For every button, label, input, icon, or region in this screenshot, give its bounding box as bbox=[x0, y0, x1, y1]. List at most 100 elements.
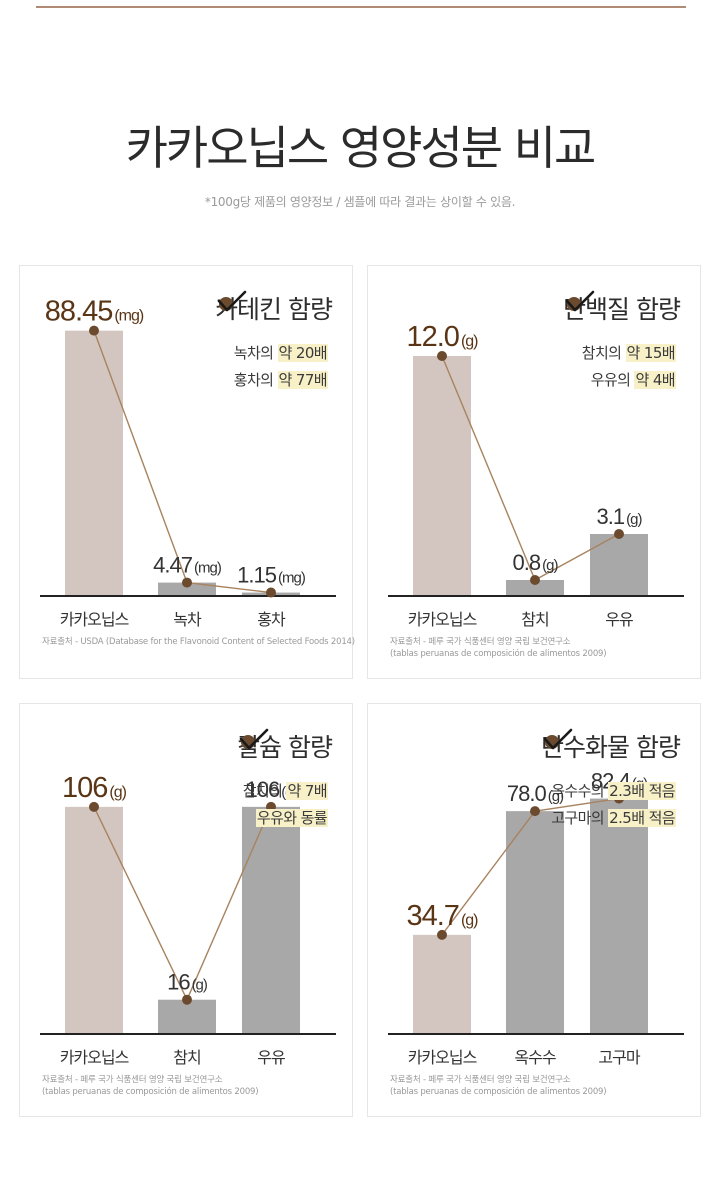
data-source: 자료출처 - 페루 국가 식품센터 영양 국립 보건연구소 (tablas per… bbox=[390, 1074, 607, 1098]
checkmark-icon bbox=[543, 728, 573, 750]
bar-3 bbox=[242, 806, 300, 1034]
data-point-2 bbox=[182, 577, 192, 588]
chart-title: 탄수화물 함량 bbox=[541, 728, 681, 764]
comparison-note: 참치의 약 15배 bbox=[582, 340, 676, 367]
note-text: 참치의 bbox=[581, 344, 626, 362]
data-source: 자료출처 - 페루 국가 식품센터 영양 국립 보건연구소 (tablas per… bbox=[390, 636, 607, 660]
note-text: 참치의 bbox=[242, 782, 287, 800]
bar-2 bbox=[506, 811, 564, 1034]
category-label-3: 우유 bbox=[257, 1048, 285, 1067]
comparison-notes: 옥수수의 2.3배 적음 고구마의 2.5배 적음 bbox=[551, 778, 676, 832]
bar-2 bbox=[506, 580, 564, 596]
bar-2 bbox=[158, 582, 216, 596]
value-label-2: 0.8 (g) bbox=[513, 550, 559, 575]
chart-svg: 12.0 (g) 0.8 (g) 3.1 (g) 카카오닙스 참치 우유 bbox=[388, 321, 684, 629]
category-label-2: 녹차 bbox=[173, 610, 202, 629]
note-text: 고구마의 bbox=[551, 809, 609, 827]
category-label-1: 카카오닙스 bbox=[408, 610, 477, 629]
note-highlight: 약 15배 bbox=[625, 344, 676, 362]
chart-title: 단백질 함량 bbox=[563, 290, 681, 326]
note-highlight: 약 20배 bbox=[277, 344, 328, 362]
checkmark-icon bbox=[565, 290, 595, 312]
category-label-3: 고구마 bbox=[598, 1048, 640, 1067]
data-point-2 bbox=[530, 806, 540, 817]
data-source-line: (tablas peruanas de composición de alime… bbox=[42, 1087, 259, 1097]
category-label-2: 옥수수 bbox=[514, 1048, 555, 1067]
note-highlight: 약 77배 bbox=[277, 371, 328, 389]
data-source-line: 자료출처 - 페루 국가 식품센터 영양 국립 보건연구소 bbox=[42, 1075, 223, 1085]
note-highlight: 2.3배 적음 bbox=[608, 782, 676, 800]
page-title: 카카오닙스 영양성분 비교 bbox=[125, 121, 597, 175]
comparison-note: 홍차의 약 77배 bbox=[234, 367, 328, 394]
bar-3 bbox=[590, 798, 648, 1034]
data-point-3 bbox=[614, 529, 624, 539]
value-label-3: 1.15 (mg) bbox=[237, 563, 306, 588]
comparison-note: 우유의 약 4배 bbox=[582, 367, 676, 394]
note-highlight: 우유와 동률 bbox=[255, 809, 328, 827]
bar-1 bbox=[65, 806, 123, 1034]
data-point-1 bbox=[89, 801, 99, 812]
top-divider bbox=[36, 6, 686, 8]
data-source-line: (tablas peruanas de composición de alime… bbox=[390, 1087, 607, 1097]
comparison-note: 우유와 동률 bbox=[243, 805, 328, 832]
page-subtitle: *100g당 제품의 영양정보 / 샘플에 따라 결과는 상이할 수 있음. bbox=[204, 195, 516, 209]
bar-1 bbox=[65, 330, 123, 596]
note-highlight: 2.5배 적음 bbox=[608, 809, 676, 827]
note-highlight: 약 7배 bbox=[286, 782, 328, 800]
value-label-2: 4.47 (mg) bbox=[153, 553, 222, 578]
chart-title-text: 단백질 함량 bbox=[563, 295, 681, 324]
note-text: 옥수수의 bbox=[551, 782, 609, 800]
data-source-line: (tablas peruanas de composición de alime… bbox=[390, 649, 607, 659]
category-label-1: 카카오닙스 bbox=[60, 1048, 129, 1067]
value-label-2: 16 (g) bbox=[167, 970, 208, 995]
data-point-1 bbox=[89, 325, 99, 336]
category-label-3: 홍차 bbox=[257, 610, 286, 629]
bar-3 bbox=[590, 534, 648, 596]
chart-title-text: 카테킨 함량 bbox=[215, 295, 333, 324]
data-source: 자료출처 - 페루 국가 식품센터 영양 국립 보건연구소 (tablas per… bbox=[42, 1074, 259, 1098]
data-point-2 bbox=[530, 575, 540, 585]
data-source-line: 자료출처 - USDA (Database for the Flavonoid … bbox=[42, 637, 355, 647]
note-highlight: 약 4배 bbox=[634, 371, 676, 389]
bar-1 bbox=[413, 934, 471, 1034]
catechin-chart-card: 88.45 (mg) 4.47 (mg) 1.15 (mg) 카카오닙스 녹차 홍차 카테킨 함… bbox=[19, 265, 355, 679]
comparison-note: 녹차의 약 20배 bbox=[234, 340, 328, 367]
data-point-3 bbox=[266, 587, 276, 598]
comparison-notes: 참치의 약 15배 우유의 약 4배 bbox=[582, 340, 676, 394]
data-point-1 bbox=[437, 351, 447, 361]
value-label-1: 88.45 (mg) bbox=[45, 296, 144, 328]
comparison-notes: 녹차의 약 20배 홍차의 약 77배 bbox=[234, 340, 328, 394]
checkmark-icon bbox=[217, 290, 247, 312]
comparison-note: 참치의 약 7배 bbox=[243, 778, 328, 805]
category-label-2: 참치 bbox=[173, 1048, 200, 1067]
bar-1 bbox=[413, 356, 471, 596]
checkmark-icon bbox=[239, 728, 269, 750]
data-source-line: 자료출처 - 페루 국가 식품센터 영양 국립 보건연구소 bbox=[390, 637, 571, 647]
note-text: 홍차의 bbox=[233, 371, 278, 389]
data-source-line: 자료출처 - 페루 국가 식품센터 영양 국립 보건연구소 bbox=[390, 1075, 571, 1085]
data-point-2 bbox=[182, 994, 192, 1005]
note-text: 녹차의 bbox=[233, 344, 278, 362]
category-label-1: 카카오닙스 bbox=[408, 1048, 477, 1067]
value-label-1: 12.0 (g) bbox=[406, 321, 478, 353]
chart-title: 칼슘 함량 bbox=[237, 728, 333, 764]
category-label-3: 우유 bbox=[605, 610, 633, 629]
bar-2 bbox=[158, 999, 216, 1034]
comparison-note: 고구마의 2.5배 적음 bbox=[551, 805, 676, 832]
comparison-note: 옥수수의 2.3배 적음 bbox=[551, 778, 676, 805]
value-label-3: 3.1 (g) bbox=[597, 504, 643, 529]
chart-title: 카테킨 함량 bbox=[215, 290, 333, 326]
note-text: 우유의 bbox=[590, 371, 635, 389]
chart-svg: 88.45 (mg) 4.47 (mg) 1.15 (mg) 카카오닙스 녹차 홍차 bbox=[40, 296, 336, 629]
value-label-2: 78.0 (g) bbox=[507, 781, 564, 806]
category-label-2: 참치 bbox=[521, 610, 548, 629]
value-label-1: 106 (g) bbox=[62, 772, 127, 804]
value-label-1: 34.7 (g) bbox=[406, 900, 478, 932]
data-source: 자료출처 - USDA (Database for the Flavonoid … bbox=[42, 636, 355, 648]
